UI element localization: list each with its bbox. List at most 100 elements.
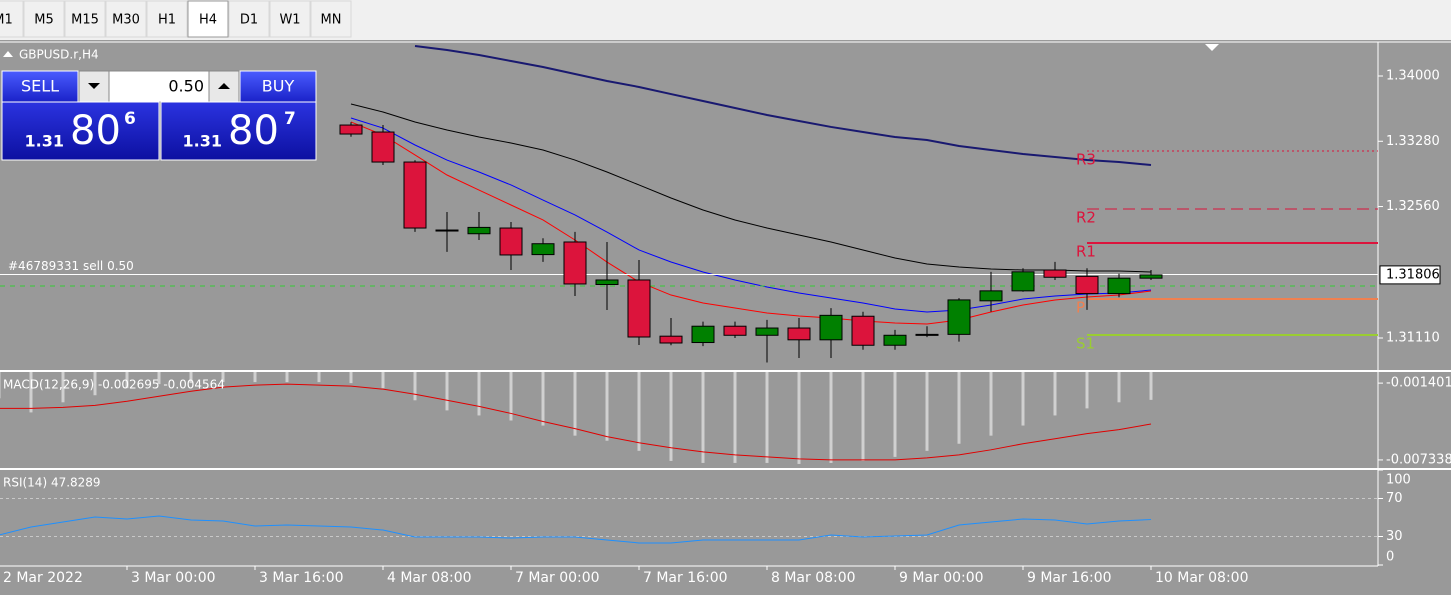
- timeframe-button[interactable]: [187, 0, 229, 38]
- candle-body: [1107, 277, 1131, 295]
- candle-body: [339, 124, 363, 135]
- order-label: #46789331 sell 0.50: [8, 259, 134, 273]
- timeframe-label[interactable]: MN: [321, 13, 342, 28]
- histogram-bar: [829, 372, 833, 463]
- candle-body: [755, 327, 779, 336]
- candle-body: [1139, 274, 1163, 279]
- pivot-label: S1: [1076, 335, 1095, 353]
- histogram-bar: [477, 372, 481, 416]
- timeframe-label[interactable]: D1: [240, 13, 258, 28]
- timeframe-label[interactable]: M30: [112, 13, 140, 28]
- histogram-bar: [413, 372, 417, 401]
- histogram-bar: [0, 372, 1, 399]
- x-tick-label: 2 Mar 2022: [3, 570, 83, 586]
- x-tick-label: 3 Mar 00:00: [131, 570, 216, 586]
- collapse-icon: [3, 51, 13, 57]
- histogram-bar: [61, 372, 65, 403]
- x-tick-label: 3 Mar 16:00: [259, 570, 344, 586]
- x-tick-label: 7 Mar 16:00: [643, 570, 728, 586]
- timeframe-label[interactable]: W1: [279, 13, 300, 28]
- timeframe-label[interactable]: H4: [199, 13, 217, 28]
- histogram-bar: [317, 372, 321, 383]
- main-plot: R3 R2 R1 P S1 #46789331 sell 0.50: [0, 45, 1378, 363]
- candle-body: [659, 335, 683, 344]
- buy-price-box[interactable]: [160, 101, 317, 161]
- price-big: 1.31: [183, 132, 222, 151]
- candle-body: [595, 279, 619, 286]
- timeframe-button[interactable]: [228, 0, 270, 38]
- volume-value: 0.50: [168, 77, 204, 96]
- trade-panel: SELL 0.50 BUY 1.31 80 6 1.31 80 7: [1, 70, 317, 161]
- pivot-label: R3: [1076, 150, 1096, 168]
- histogram-bar: [765, 372, 769, 463]
- candle-body: [403, 161, 427, 229]
- histogram-bar: [285, 372, 289, 383]
- moving-average: [350, 121, 1152, 325]
- y-tick-label: 1.33280: [1386, 134, 1440, 149]
- sell-label[interactable]: SELL: [21, 77, 59, 96]
- histogram-bar: [93, 372, 97, 396]
- bid-box: [1379, 265, 1441, 285]
- timeframe-button[interactable]: [64, 0, 106, 38]
- histogram-bar: [1085, 372, 1089, 409]
- timeframe-button[interactable]: [310, 0, 352, 38]
- timeframe-label[interactable]: M1: [0, 13, 13, 28]
- volume-input[interactable]: [108, 70, 210, 103]
- pivot-label: P: [1076, 299, 1085, 317]
- timeframe-button[interactable]: [23, 0, 65, 38]
- price-pips: 80: [70, 108, 121, 154]
- timeframe-button[interactable]: [146, 0, 188, 38]
- histogram-bar: [861, 372, 865, 461]
- indicator-title: RSI(14) 47.8289: [3, 476, 101, 490]
- histogram-bar: [1021, 372, 1025, 426]
- candle-body: [851, 315, 875, 346]
- timeframe-button[interactable]: [0, 0, 24, 38]
- timeframe-button[interactable]: [269, 0, 311, 38]
- sell-button[interactable]: [1, 70, 79, 103]
- histogram-bar: [1149, 372, 1153, 400]
- timeframe-label[interactable]: M5: [34, 13, 54, 28]
- y-tick-label: 0: [1386, 550, 1394, 565]
- buy-label[interactable]: BUY: [262, 77, 295, 96]
- candle-body: [1075, 275, 1099, 295]
- histogram-bar: [221, 372, 225, 383]
- y-tick-label: 1.32560: [1386, 199, 1440, 214]
- x-tick-label: 8 Mar 08:00: [771, 570, 856, 586]
- histogram-bar: [637, 372, 641, 451]
- indicator-line: [0, 515, 1152, 544]
- y-tick-label: 100: [1386, 473, 1411, 488]
- y-tick-label: 70: [1386, 491, 1403, 506]
- y-tick-label: -0.001401: [1386, 376, 1451, 391]
- candle-body: [979, 290, 1003, 302]
- x-tick-label: 10 Mar 08:00: [1155, 570, 1248, 586]
- indicator-title: MACD(12,26,9) -0.002695 -0.004564: [3, 378, 225, 392]
- histogram-bar: [957, 372, 961, 444]
- histogram-bar: [1117, 372, 1121, 403]
- histogram-bar: [989, 372, 993, 436]
- timeframe-button[interactable]: [105, 0, 147, 38]
- timeframe-label[interactable]: H1: [158, 13, 176, 28]
- macd-plot: [0, 372, 1153, 464]
- bid-label: 1.31806: [1386, 267, 1440, 282]
- candle-body: [467, 226, 491, 235]
- candle-body: [435, 229, 459, 232]
- histogram-bar: [733, 372, 737, 463]
- timeframes: M1 M5 M15 M30 H1 H4 D1 W1 MN: [0, 0, 352, 38]
- x-tick-label: 9 Mar 16:00: [1027, 570, 1112, 586]
- pivot-label: R2: [1076, 208, 1096, 226]
- buy-button[interactable]: [239, 70, 317, 103]
- moving-average: [350, 103, 1152, 273]
- candle-body: [499, 227, 523, 256]
- down-arrow: [88, 83, 100, 89]
- histogram-bar: [541, 372, 545, 426]
- candle-body: [819, 314, 843, 341]
- x-tick-label: 4 Mar 08:00: [387, 570, 472, 586]
- price-big: 1.31: [25, 132, 64, 151]
- histogram-bar: [157, 372, 161, 385]
- sell-price-box[interactable]: [1, 101, 160, 161]
- pivot-label: R1: [1076, 242, 1096, 260]
- candle-body: [883, 334, 907, 346]
- timeframe-label[interactable]: M15: [71, 13, 99, 28]
